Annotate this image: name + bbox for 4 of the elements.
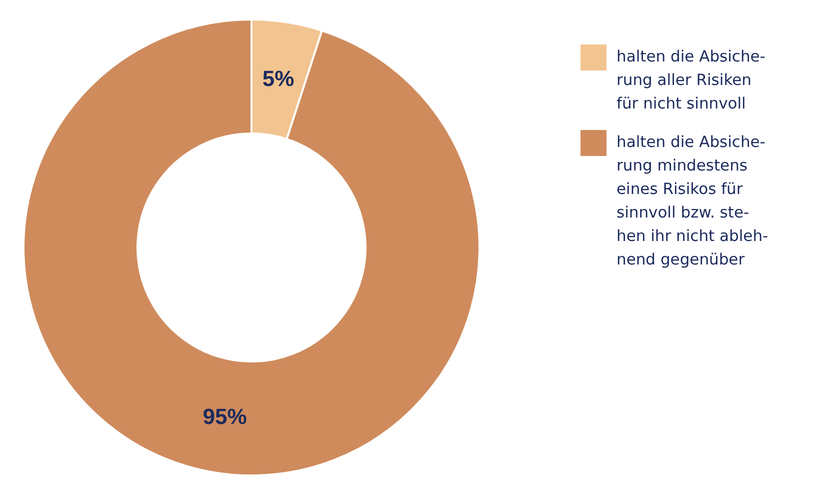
data-label: 95% xyxy=(202,404,247,429)
legend-label: halten die Absiche- rung aller Risiken für nicht sinnvoll xyxy=(616,48,766,112)
legend-label: halten die Absiche- rung mindestens eines Risikos für sinnvoll bzw. ste- hen ihr nicht ableh- nend gegenüber xyxy=(616,133,768,268)
data-label: 5% xyxy=(262,66,294,92)
